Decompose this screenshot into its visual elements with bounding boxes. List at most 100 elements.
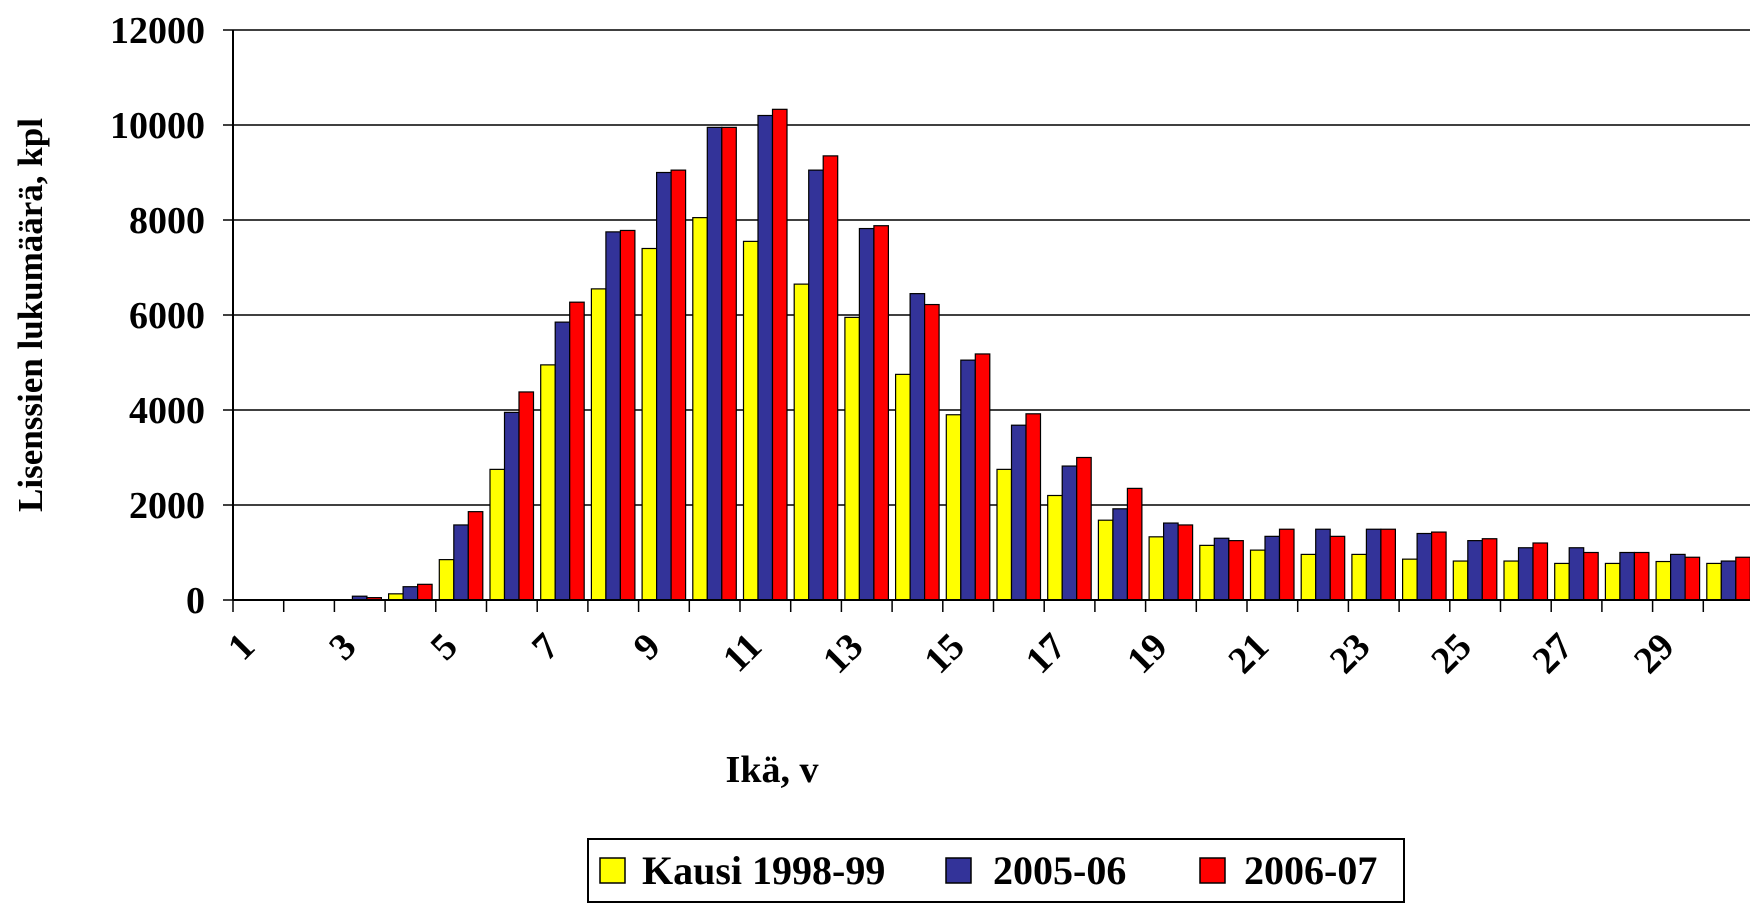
bar <box>1076 456 1092 601</box>
bar <box>721 126 737 601</box>
y-tick-label: 6000 <box>129 295 205 337</box>
bar <box>1047 494 1063 601</box>
x-tick-label: 13 <box>815 625 872 682</box>
y-tick-label: 10000 <box>110 105 205 147</box>
bar <box>1532 542 1549 601</box>
bar <box>1583 551 1599 601</box>
bar <box>641 247 658 601</box>
bar <box>1554 562 1570 601</box>
x-tick-label: 7 <box>524 625 567 668</box>
x-axis-title: Ikä, v <box>726 749 819 791</box>
x-tick-label: 15 <box>916 625 973 682</box>
x-tick-label: 23 <box>1322 625 1379 682</box>
bar <box>1720 560 1737 601</box>
bar <box>1669 553 1686 601</box>
bar <box>438 559 455 601</box>
y-tick-label: 12000 <box>110 10 205 52</box>
bar <box>873 225 890 601</box>
legend-label: Kausi 1998-99 <box>642 848 885 893</box>
bar <box>822 155 839 601</box>
bar <box>1706 562 1722 601</box>
bar <box>1228 540 1244 601</box>
bar <box>605 231 622 601</box>
legend-label: 2005-06 <box>993 848 1126 893</box>
legend-label: 2006-07 <box>1244 848 1377 893</box>
y-axis-title: Lisenssien lukumäärä, kpl <box>11 118 50 512</box>
bar <box>1148 536 1165 601</box>
y-tick-label: 4000 <box>129 390 205 432</box>
bar <box>771 108 788 601</box>
y-tick-label: 8000 <box>129 200 205 242</box>
x-tick-label: 11 <box>715 625 770 680</box>
bar <box>1351 553 1368 601</box>
bar <box>1568 547 1585 601</box>
bar <box>1300 553 1317 601</box>
x-tick-label: 9 <box>626 625 669 668</box>
x-tick-label: 21 <box>1220 625 1277 682</box>
bar <box>1061 465 1078 601</box>
bar <box>923 303 940 601</box>
y-tick-label: 2000 <box>129 485 205 527</box>
x-tick-label: 25 <box>1423 625 1480 682</box>
bar <box>619 229 636 601</box>
bar <box>1481 538 1498 601</box>
x-tick-label: 27 <box>1525 625 1582 682</box>
bar <box>742 240 759 601</box>
bar <box>960 359 976 601</box>
bar <box>1010 424 1027 601</box>
bar <box>1380 528 1397 601</box>
bar <box>1278 528 1295 601</box>
bar <box>1467 540 1483 601</box>
bar <box>1199 544 1215 601</box>
legend-swatch <box>945 857 972 884</box>
bar <box>858 227 875 601</box>
bar <box>909 293 926 601</box>
bar <box>1401 558 1418 601</box>
bar <box>1517 547 1534 601</box>
bar <box>489 468 506 601</box>
bar <box>655 171 672 601</box>
bar <box>793 283 810 601</box>
bar <box>1633 551 1650 601</box>
bar <box>1315 528 1331 601</box>
bar <box>1430 531 1447 601</box>
bar <box>945 414 962 601</box>
bar <box>1213 537 1230 601</box>
bar <box>894 373 911 601</box>
bar <box>1264 535 1281 601</box>
bar <box>453 524 469 601</box>
bar <box>554 321 571 601</box>
bar <box>1735 556 1750 601</box>
legend-box <box>587 838 1405 903</box>
bar <box>1655 560 1672 601</box>
bar <box>518 391 535 601</box>
bar <box>706 126 723 601</box>
x-tick-label: 1 <box>220 625 263 668</box>
bar <box>540 364 556 601</box>
legend-swatch <box>599 857 626 884</box>
bar <box>1126 487 1143 601</box>
bar <box>692 217 708 601</box>
bar <box>1249 549 1266 601</box>
bar <box>1604 562 1621 601</box>
bar <box>569 301 585 601</box>
bar <box>1177 524 1194 601</box>
x-tick-label: 17 <box>1018 625 1075 682</box>
bar <box>844 316 861 601</box>
bar <box>503 411 520 601</box>
bar <box>1112 508 1129 601</box>
legend: Kausi 1998-99 2005-06 2006-07 <box>587 838 1405 903</box>
x-tick-label: 19 <box>1119 625 1176 682</box>
bar <box>402 586 419 601</box>
x-tick-label: 3 <box>321 625 364 668</box>
x-tick-label: 29 <box>1626 625 1683 682</box>
bar <box>996 468 1013 601</box>
bar <box>1416 532 1433 601</box>
bar <box>417 583 433 601</box>
y-tick-label: 0 <box>186 580 205 622</box>
bar <box>590 288 607 601</box>
bar <box>974 353 991 601</box>
bar <box>1619 551 1636 601</box>
bar <box>467 511 484 601</box>
